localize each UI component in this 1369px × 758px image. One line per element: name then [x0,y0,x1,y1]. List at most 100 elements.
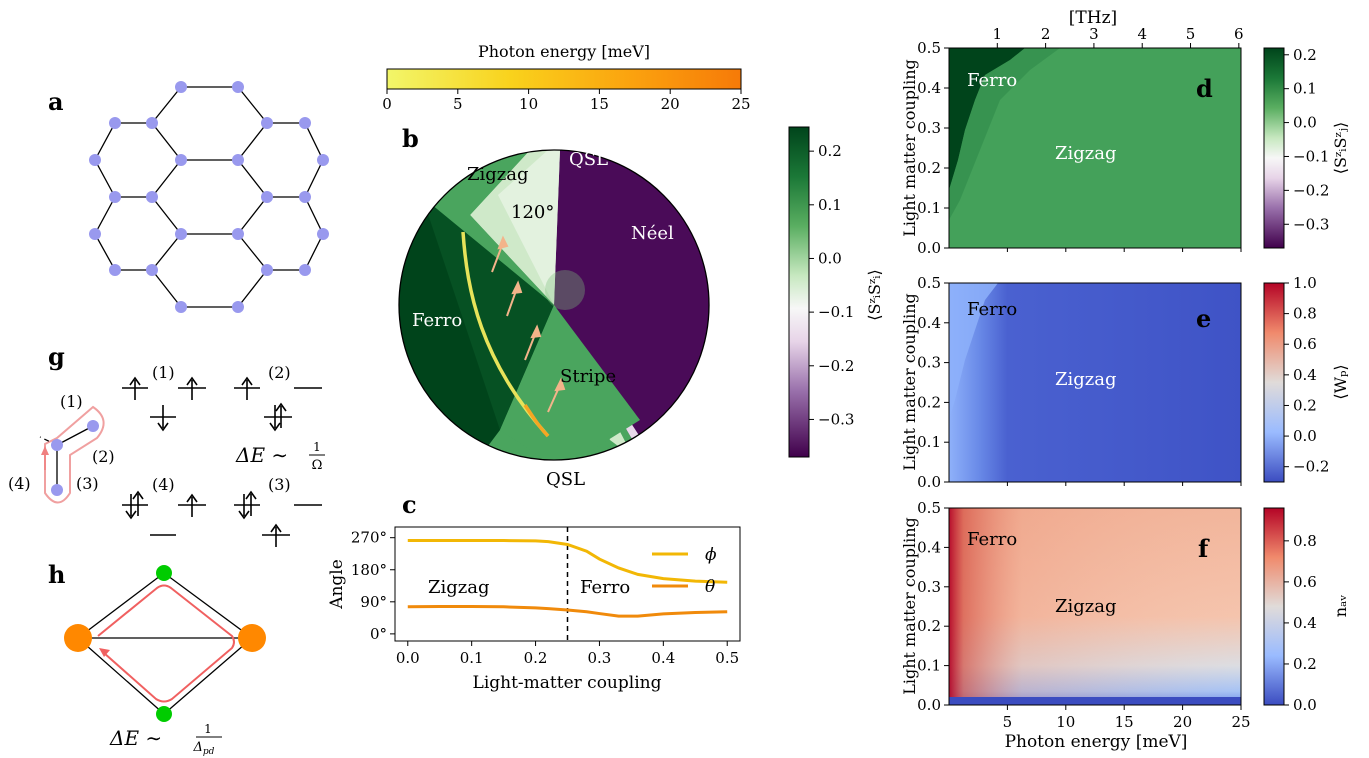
photon-tick-label: 5 [453,95,463,113]
colorbar-tick-label: 0.6 [1293,335,1317,353]
config-1-spins [122,376,206,432]
colorbar-tick-label: −0.2 [1293,458,1329,476]
region-neel: Néel [631,223,674,244]
y-tick-label: 0.2 [917,617,941,635]
delta-e-pd: ΔE ∼ [109,726,162,750]
x-tick-label: 15 [1115,713,1134,731]
panel-a-label: a [48,87,64,116]
y-tick-label: 0.3 [917,119,941,137]
c-x-tick-label: 0.5 [715,649,739,667]
panel-f-ticks: 0.0 0.1 0.2 0.3 0.4 0.5 5 10 15 20 25 [917,499,1250,731]
heatmap-d-ferro-region [949,48,1025,190]
panel-f-colorbar-label: nₐᵥ [1331,595,1350,617]
colorbar-tick-label: 0.4 [1293,614,1317,632]
metal-right [238,624,266,652]
ligand-top [156,565,172,581]
region-zigzag: Zigzag [467,164,529,185]
panel-c-plot: 0.0 0.1 0.2 0.3 0.4 0.5 0° 90° 180° 270° [351,527,739,667]
delta-e-omega: ΔE ∼ [235,443,288,467]
exchange-path [44,405,105,504]
region-qsl-bottom: QSL [546,469,585,490]
szsz-colorbar-b: 0.2 0.1 0.0 −0.1 −0.2 −0.3 ⟨SᶻᵢSᶻᵢ⟩ [788,126,884,458]
colorbar-tick-label: −0.2 [818,357,854,375]
y-tick-label: 0.1 [917,433,941,451]
photon-colorbar: Photon energy [meV] 0 5 10 15 20 25 [382,42,750,113]
region-ferro: Ferro [412,310,462,331]
photon-tick-label: 15 [590,95,609,113]
c-y-tick-label: 90° [360,593,387,611]
colorbar-tick-label: 0.0 [1293,114,1317,132]
site-label-2: (2) [92,447,115,466]
panel-d: [THz] d Ferro Zigzag 0.0 0.1 0.2 0.3 0.4 0.5 1… [900,8,1350,257]
panel-c: c 0.0 0.1 0.2 0.3 0.4 0.5 0° 90° 180° 270° Light-… [327,490,741,693]
series-line-phi [407,539,728,584]
legend-phi: ϕ [705,545,717,565]
colorbar-tick-label: −0.3 [818,410,854,428]
panel-g: g (1) (2) (4) (3) (1) (2) ΔE ∼ 1 Ω [8,342,325,547]
photon-colorbar-gradient [386,68,742,90]
flow-arrows [491,235,566,413]
y-tick-label: 0.0 [917,239,941,257]
frac-pd-den: Δpd [193,740,215,757]
panel-f-label: f [1198,534,1210,563]
site-label-1: (1) [60,392,83,411]
c-y-tick-label: 0° [370,625,387,643]
x-tick-label: 25 [1231,713,1250,731]
y-tick-label: 0.4 [917,314,941,332]
frac-omega-num: 1 [313,440,321,454]
c-y-tick-label: 180° [351,561,387,579]
config-label-4: (4) [152,475,175,494]
region-120: 120° [511,202,554,223]
colorbar-tick-label: 0.8 [1293,305,1317,323]
y-tick-label: 0.5 [917,274,941,292]
panel-e-ticks: 0.0 0.1 0.2 0.3 0.4 0.5 [917,274,1242,491]
polar-regions [399,150,709,460]
panel-d-zigzag: Zigzag [1055,143,1117,164]
panel-e-ferro: Ferro [967,299,1017,320]
region-qsl-top: QSL [569,149,608,170]
series-line-theta [407,604,728,618]
panel-e-label: e [1196,304,1211,333]
config-label-1: (1) [152,363,175,382]
colorbar-tick-label: −0.3 [1293,215,1329,233]
panel-g-label: g [48,342,65,371]
y-tick-label: 0.3 [917,578,941,596]
colorbar-tick-label: 0.8 [1293,532,1317,550]
panel-e-ylabel: Light matter coupling [900,293,919,471]
site-label-3: (3) [76,474,99,493]
ligand-bottom [156,706,172,722]
config-3-spins [234,490,322,547]
panel-c-label: c [402,490,417,519]
region-stripe: Stripe [560,366,616,387]
heatmap-e-background [949,283,1241,482]
colorbar-tick-label: 1.0 [1293,274,1317,292]
panel-c-xlabel: Light-matter coupling [473,673,662,693]
x-tick-label: 5 [1003,713,1013,731]
panel-f-colorbar-ticks: 0.8 0.6 0.4 0.2 0.0 [1284,532,1317,714]
x-tick-label: 10 [1056,713,1075,731]
legend-theta: θ [705,577,715,597]
y-tick-label: 0.3 [917,354,941,372]
y-tick-label: 0.0 [917,696,941,714]
c-x-tick-label: 0.1 [460,649,484,667]
top-tick-label: 5 [1186,25,1196,43]
panel-e-zigzag: Zigzag [1055,369,1117,390]
panel-f: f Ferro Zigzag 0.0 0.1 0.2 0.3 0.4 0.5 5 10 15 20… [900,499,1350,752]
panel-c-annot-ferro: Ferro [580,577,630,598]
config-label-2: (2) [268,363,291,382]
top-tick-label: 2 [1041,25,1051,43]
photon-tick-label: 10 [519,95,538,113]
panel-d-colorbar-label: ⟨SᶻᵢSᶻⱼ⟩ [1331,122,1350,174]
honeycomb-lattice [94,86,324,308]
y-tick-label: 0.2 [917,393,941,411]
c-x-tick-label: 0.4 [651,649,675,667]
site-label-4: (4) [8,474,31,493]
szsz-colorbar-b-ticks: 0.2 0.1 0.0 −0.1 −0.2 −0.3 [809,142,854,428]
panel-d-ylabel: Light matter coupling [900,59,919,237]
top-tick-label: 3 [1089,25,1099,43]
metal-left [64,624,92,652]
polar-outline [398,149,710,461]
config-2-spins [234,376,322,432]
y-tick-label: 0.5 [917,499,941,517]
colorbar-tick-label: −0.2 [1293,181,1329,199]
